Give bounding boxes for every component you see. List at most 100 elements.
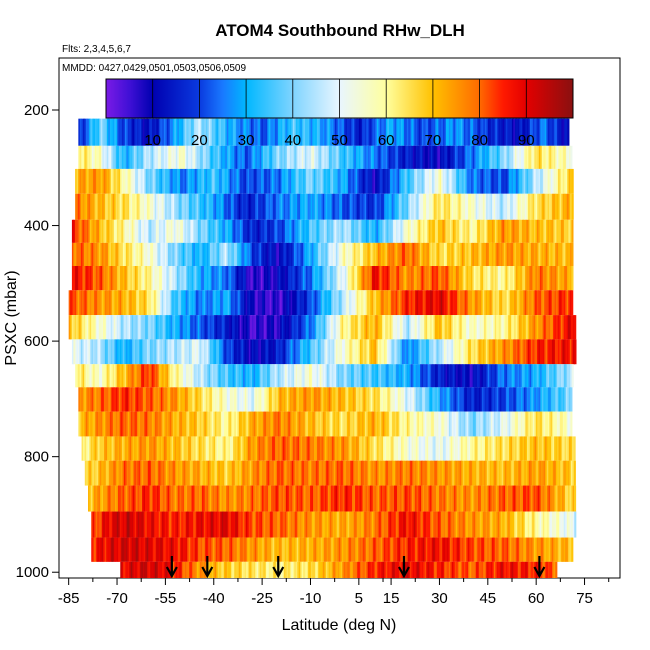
heat-cell (538, 193, 541, 220)
heat-cell (229, 387, 232, 412)
heat-cell (82, 219, 85, 243)
heat-cell (467, 339, 470, 365)
heat-cell (163, 364, 166, 388)
heat-cell (376, 290, 379, 316)
heat-cell (418, 145, 421, 169)
heat-cell (479, 436, 482, 461)
heat-cell (230, 436, 233, 461)
heat-cell (235, 193, 238, 220)
heat-cell (284, 219, 287, 243)
heat-cell (274, 193, 277, 220)
heat-cell (220, 145, 223, 169)
heat-cell (75, 364, 78, 388)
heat-cell (80, 290, 83, 316)
heat-cell (487, 315, 490, 340)
heat-cell (538, 290, 541, 316)
heat-cell (508, 315, 511, 340)
heat-cell (206, 266, 209, 291)
heat-cell (115, 145, 118, 169)
heat-cell (469, 290, 472, 316)
heat-cell (438, 436, 441, 461)
heat-cell (520, 266, 523, 291)
heat-cell (373, 193, 376, 220)
heat-cell (499, 290, 502, 316)
heat-cell (316, 118, 319, 146)
heat-cell (265, 168, 268, 194)
heat-cell (520, 145, 523, 169)
heat-cell (381, 411, 384, 437)
heat-cell (412, 168, 415, 194)
heat-cell (134, 219, 137, 243)
heat-cell (206, 436, 209, 461)
heat-cell (166, 242, 169, 266)
heat-cell (528, 193, 531, 220)
heat-cell (149, 242, 152, 266)
heat-cell (241, 168, 244, 194)
heat-cell (284, 242, 287, 266)
heat-cell (144, 387, 147, 412)
heat-cell (102, 460, 105, 486)
heat-cell (212, 219, 215, 243)
heat-cell (342, 387, 345, 412)
heat-cell (355, 219, 358, 243)
heat-cell (312, 193, 315, 220)
heat-cell (424, 364, 427, 388)
heat-cell (508, 266, 511, 291)
heat-cell (397, 242, 400, 266)
heat-cell (459, 411, 462, 437)
heat-cell (149, 219, 152, 243)
heat-cell (557, 315, 560, 340)
heat-cell (480, 387, 483, 412)
heat-cell (441, 364, 444, 388)
heat-cell (131, 219, 134, 243)
heat-cell (231, 364, 234, 388)
heat-cell (290, 266, 293, 291)
heat-cell (317, 266, 320, 291)
heat-cell (455, 266, 458, 291)
heat-cell (555, 118, 558, 146)
heat-cell (322, 242, 325, 266)
heat-cell (424, 266, 427, 291)
heat-cell (549, 436, 552, 461)
heat-cell (238, 266, 241, 291)
heat-cell (99, 145, 102, 169)
heat-cell (281, 290, 284, 316)
heat-cell (419, 436, 422, 461)
heat-cell (375, 168, 378, 194)
heat-cell (325, 315, 328, 340)
heat-cell (385, 339, 388, 365)
heat-cell (417, 193, 420, 220)
heat-cell (560, 219, 563, 243)
heat-cell (559, 118, 562, 146)
heat-cell (190, 168, 193, 194)
heat-cell (151, 387, 154, 412)
heat-cell (516, 436, 519, 461)
heat-cell (157, 364, 160, 388)
heat-cell (525, 411, 528, 437)
heat-cell (413, 436, 416, 461)
heat-cell (329, 242, 332, 266)
heat-cell (377, 219, 380, 243)
heat-cell (252, 168, 255, 194)
heat-cell (164, 339, 167, 365)
heat-cell (165, 387, 168, 412)
heat-cell (380, 219, 383, 243)
heat-cell (208, 242, 211, 266)
heat-cell (183, 193, 186, 220)
heat-cell (85, 145, 88, 169)
heat-cell (224, 339, 227, 365)
heat-cell (371, 242, 374, 266)
heat-cell (361, 193, 364, 220)
heat-cell (129, 145, 132, 169)
heat-cell (436, 387, 439, 412)
heat-cell (263, 436, 266, 461)
heat-cell (289, 315, 292, 340)
heat-cell (430, 411, 433, 437)
heat-cell (224, 242, 227, 266)
heat-cell (520, 193, 523, 220)
heat-cell (390, 436, 393, 461)
heat-cell (165, 436, 168, 461)
heat-cell (330, 118, 333, 146)
heat-cell (366, 364, 369, 388)
heat-cell (460, 364, 463, 388)
